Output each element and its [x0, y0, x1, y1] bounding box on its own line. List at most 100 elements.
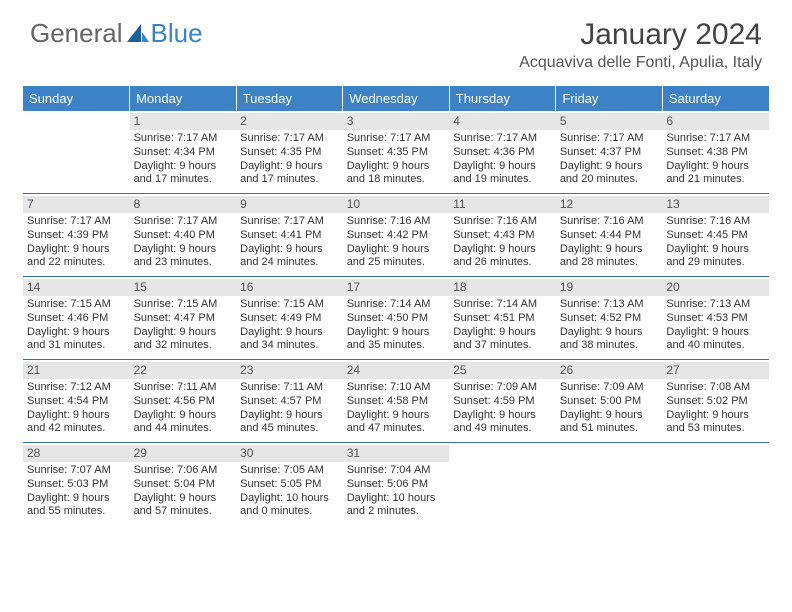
calendar-body: 1Sunrise: 7:17 AMSunset: 4:34 PMDaylight… [23, 111, 769, 525]
calendar-cell: 29Sunrise: 7:06 AMSunset: 5:04 PMDayligh… [130, 443, 237, 526]
month-title: January 2024 [519, 18, 762, 52]
sunset-text: Sunset: 5:00 PM [560, 395, 659, 409]
calendar-cell: 10Sunrise: 7:16 AMSunset: 4:42 PMDayligh… [343, 194, 450, 277]
sunrise-text: Sunrise: 7:11 AM [134, 381, 233, 395]
daylight-text: Daylight: 9 hours and 29 minutes. [666, 243, 765, 271]
daylight-text: Daylight: 9 hours and 17 minutes. [240, 160, 339, 188]
sunset-text: Sunset: 4:51 PM [453, 312, 552, 326]
sunrise-text: Sunrise: 7:14 AM [453, 298, 552, 312]
daylight-text: Daylight: 10 hours and 0 minutes. [240, 492, 339, 520]
day-number: 29 [130, 445, 237, 462]
sunrise-text: Sunrise: 7:07 AM [27, 464, 126, 478]
calendar-row: 28Sunrise: 7:07 AMSunset: 5:03 PMDayligh… [23, 443, 769, 526]
weekday-header: Monday [130, 86, 237, 111]
calendar-cell [449, 443, 556, 526]
sunset-text: Sunset: 4:34 PM [134, 146, 233, 160]
daylight-text: Daylight: 9 hours and 35 minutes. [347, 326, 446, 354]
calendar-cell: 28 Sunrise: 7:07 AMSunset: 5:03 PMDayligh… [23, 443, 130, 526]
daylight-text: Daylight: 9 hours and 55 minutes. [27, 492, 126, 520]
day-number: 16 [236, 279, 343, 296]
day-number: 14 [23, 279, 130, 296]
sunrise-text: Sunrise: 7:17 AM [134, 132, 233, 146]
daylight-text: Daylight: 9 hours and 18 minutes. [347, 160, 446, 188]
sunrise-text: Sunrise: 7:08 AM [666, 381, 765, 395]
logo: General Blue [30, 18, 203, 49]
calendar-cell: 1 Sunrise: 7:17 AMSunset: 4:34 PMDaylight… [130, 111, 237, 194]
calendar-cell: 20 Sunrise: 7:13 AMSunset: 4:53 PMDayligh… [662, 277, 769, 360]
calendar-cell: 24Sunrise: 7:10 AMSunset: 4:58 PMDayligh… [343, 360, 450, 443]
calendar-cell [23, 111, 130, 194]
day-number: 9 [236, 196, 343, 213]
day-number: 26 [556, 362, 663, 379]
calendar-cell: 6Sunrise: 7:17 AMSunset: 4:38 PMDaylight… [662, 111, 769, 194]
day-number: 15 [130, 279, 237, 296]
sunrise-text: Sunrise: 7:17 AM [347, 132, 446, 146]
calendar-cell: 18Sunrise: 7:14 AMSunset: 4:51 PMDayligh… [449, 277, 556, 360]
day-number: 5 [556, 113, 663, 130]
calendar-cell: 16 Sunrise: 7:15 AMSunset: 4:49 PMDayligh… [236, 277, 343, 360]
sunrise-text: Sunrise: 7:16 AM [666, 215, 765, 229]
sunrise-text: Sunrise: 7:12 AM [27, 381, 126, 395]
day-number: 20 [662, 279, 769, 296]
sunrise-text: Sunrise: 7:15 AM [240, 298, 339, 312]
day-number: 21 [23, 362, 130, 379]
weekday-header: Friday [556, 86, 663, 111]
sunrise-text: Sunrise: 7:17 AM [27, 215, 126, 229]
sunset-text: Sunset: 4:37 PM [560, 146, 659, 160]
sunset-text: Sunset: 4:46 PM [27, 312, 126, 326]
sunset-text: Sunset: 4:36 PM [453, 146, 552, 160]
sunrise-text: Sunrise: 7:13 AM [560, 298, 659, 312]
sunrise-text: Sunrise: 7:11 AM [240, 381, 339, 395]
calendar-cell: 8Sunrise: 7:17 AMSunset: 4:40 PMDaylight… [130, 194, 237, 277]
sunrise-text: Sunrise: 7:13 AM [666, 298, 765, 312]
sunrise-text: Sunrise: 7:04 AM [347, 464, 446, 478]
sunset-text: Sunset: 4:38 PM [666, 146, 765, 160]
day-number: 1 [130, 113, 237, 130]
sunrise-text: Sunrise: 7:06 AM [134, 464, 233, 478]
day-number: 28 [23, 445, 130, 462]
sunrise-text: Sunrise: 7:09 AM [453, 381, 552, 395]
calendar-cell: 4Sunrise: 7:17 AMSunset: 4:36 PMDaylight… [449, 111, 556, 194]
daylight-text: Daylight: 9 hours and 49 minutes. [453, 409, 552, 437]
calendar-table: Sunday Monday Tuesday Wednesday Thursday… [23, 86, 769, 525]
calendar-cell [556, 443, 663, 526]
sunrise-text: Sunrise: 7:16 AM [347, 215, 446, 229]
day-number: 27 [662, 362, 769, 379]
sunset-text: Sunset: 4:41 PM [240, 229, 339, 243]
calendar-cell: 30Sunrise: 7:05 AMSunset: 5:05 PMDayligh… [236, 443, 343, 526]
calendar-row: 21Sunrise: 7:12 AMSunset: 4:54 PMDayligh… [23, 360, 769, 443]
sunrise-text: Sunrise: 7:17 AM [240, 132, 339, 146]
daylight-text: Daylight: 9 hours and 23 minutes. [134, 243, 233, 271]
daylight-text: Daylight: 9 hours and 26 minutes. [453, 243, 552, 271]
logo-sail-icon [127, 24, 149, 44]
daylight-text: Daylight: 9 hours and 57 minutes. [134, 492, 233, 520]
day-number: 11 [449, 196, 556, 213]
sunset-text: Sunset: 4:52 PM [560, 312, 659, 326]
daylight-text: Daylight: 9 hours and 34 minutes. [240, 326, 339, 354]
day-number: 13 [662, 196, 769, 213]
sunset-text: Sunset: 4:53 PM [666, 312, 765, 326]
day-number: 10 [343, 196, 450, 213]
calendar-cell: 26Sunrise: 7:09 AMSunset: 5:00 PMDayligh… [556, 360, 663, 443]
daylight-text: Daylight: 9 hours and 37 minutes. [453, 326, 552, 354]
sunset-text: Sunset: 4:35 PM [347, 146, 446, 160]
day-number: 30 [236, 445, 343, 462]
daylight-text: Daylight: 9 hours and 17 minutes. [134, 160, 233, 188]
sunset-text: Sunset: 5:03 PM [27, 478, 126, 492]
day-number: 8 [130, 196, 237, 213]
day-number: 12 [556, 196, 663, 213]
daylight-text: Daylight: 9 hours and 28 minutes. [560, 243, 659, 271]
calendar-cell [662, 443, 769, 526]
sunset-text: Sunset: 4:58 PM [347, 395, 446, 409]
sunrise-text: Sunrise: 7:17 AM [560, 132, 659, 146]
calendar-cell: 22Sunrise: 7:11 AMSunset: 4:56 PMDayligh… [130, 360, 237, 443]
sunset-text: Sunset: 4:49 PM [240, 312, 339, 326]
sunrise-text: Sunrise: 7:17 AM [240, 215, 339, 229]
sunrise-text: Sunrise: 7:10 AM [347, 381, 446, 395]
calendar-cell: 11Sunrise: 7:16 AMSunset: 4:43 PMDayligh… [449, 194, 556, 277]
sunset-text: Sunset: 4:42 PM [347, 229, 446, 243]
calendar-cell: 9Sunrise: 7:17 AMSunset: 4:41 PMDaylight… [236, 194, 343, 277]
daylight-text: Daylight: 9 hours and 40 minutes. [666, 326, 765, 354]
daylight-text: Daylight: 9 hours and 51 minutes. [560, 409, 659, 437]
weekday-header: Tuesday [236, 86, 343, 111]
